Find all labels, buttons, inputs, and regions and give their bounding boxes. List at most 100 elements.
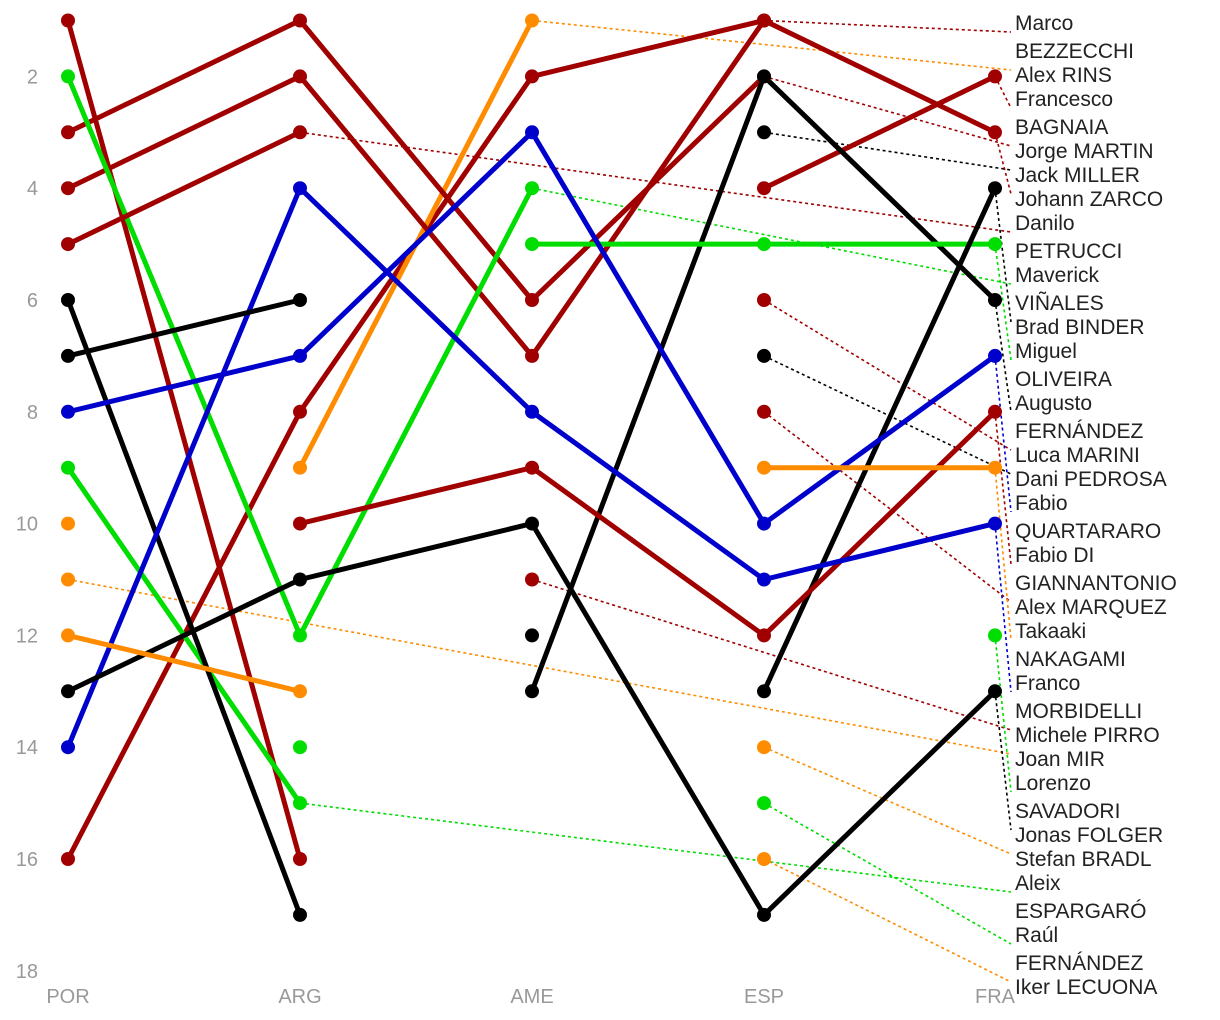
- series-label-line: Johann ZARCO: [1015, 188, 1163, 211]
- data-point: [61, 572, 75, 587]
- series-label-line: Michele PIRRO: [1015, 724, 1160, 747]
- series-label-line: Joan MIR: [1015, 748, 1105, 771]
- series-line-segment: [65, 18, 303, 862]
- label-leader: [763, 75, 1012, 147]
- series-label: Augusto FERNÁNDEZ: [1015, 392, 1144, 443]
- series-label-line: Jack MILLER: [1015, 164, 1140, 187]
- series-line-segment: [65, 297, 303, 918]
- data-point: [757, 237, 771, 252]
- series-label: Francesco BAGNAIA: [1015, 88, 1113, 139]
- series-label-line: FERNÁNDEZ: [1015, 952, 1144, 975]
- series-label-line: Brad BINDER: [1015, 316, 1145, 339]
- data-point: [61, 125, 75, 140]
- series-line-segment: [761, 18, 998, 135]
- series-lines: [65, 18, 998, 918]
- series-label-line: Fabio: [1015, 492, 1068, 515]
- series-label: Marco BEZZECCHI: [1015, 12, 1134, 63]
- series-label: Fabio QUARTARARO: [1015, 492, 1161, 543]
- data-point: [525, 181, 539, 196]
- x-tick-label: ESP: [744, 986, 784, 1008]
- series-label: Jorge MARTIN: [1015, 140, 1153, 163]
- label-leader: [531, 19, 1012, 71]
- series-label: Johann ZARCO: [1015, 188, 1163, 211]
- data-point: [525, 516, 539, 531]
- label-leader: [763, 746, 1012, 855]
- label-leader: [299, 802, 1012, 893]
- data-point: [525, 125, 539, 140]
- data-point: [61, 348, 75, 363]
- label-leader: [994, 355, 1012, 513]
- x-tick-label: ARG: [278, 986, 321, 1008]
- data-point: [293, 404, 307, 419]
- series-line-segment: [297, 521, 535, 582]
- series-label-line: Danilo: [1015, 212, 1075, 235]
- data-point: [525, 13, 539, 28]
- series-line-segment: [65, 129, 303, 247]
- series-label: Iker LECUONA: [1015, 976, 1157, 999]
- series-line-segment: [65, 185, 303, 750]
- series-label-line: Luca MARINI: [1015, 444, 1140, 467]
- data-point: [988, 404, 1002, 419]
- data-point: [988, 237, 1002, 252]
- series-label-line: Augusto: [1015, 392, 1092, 415]
- y-tick-label: 4: [27, 178, 38, 200]
- data-point: [988, 293, 1002, 307]
- y-tick-label: 2: [27, 66, 38, 88]
- series-label-line: Miguel: [1015, 340, 1077, 363]
- series-line-segment: [761, 353, 998, 527]
- label-leader: [994, 467, 1012, 641]
- series-label: Miguel OLIVEIRA: [1015, 340, 1112, 391]
- data-point: [525, 572, 539, 587]
- data-point: [988, 460, 1002, 475]
- series-label: Fabio DI GIANNANTONIO: [1015, 544, 1177, 595]
- data-point: [757, 181, 771, 196]
- data-point: [293, 460, 307, 475]
- series-label-line: OLIVEIRA: [1015, 368, 1112, 391]
- data-point: [293, 684, 307, 699]
- y-tick-label: 10: [16, 514, 38, 536]
- data-point: [293, 796, 307, 811]
- data-point: [757, 125, 771, 140]
- y-tick-label: 12: [16, 625, 38, 647]
- data-point: [293, 69, 307, 84]
- series-label-line: PETRUCCI: [1015, 240, 1122, 263]
- data-point: [61, 628, 75, 643]
- series-line-segment: [529, 18, 767, 359]
- data-point: [525, 293, 539, 307]
- label-leader: [531, 187, 1012, 285]
- series-line-segment: [297, 18, 535, 303]
- series-label-line: Dani PEDROSA: [1015, 468, 1167, 491]
- data-point: [988, 684, 1002, 699]
- series-label-line: Lorenzo: [1015, 772, 1091, 795]
- series-line-segment: [761, 409, 998, 638]
- data-point: [61, 293, 75, 307]
- series-line-segment: [761, 73, 998, 191]
- series-label-line: ESPARGARÓ: [1015, 900, 1146, 923]
- data-point: [61, 684, 75, 699]
- y-tick-label: 14: [16, 737, 38, 759]
- series-label-line: Maverick: [1015, 264, 1100, 287]
- label-leader: [763, 19, 1012, 33]
- series-line-segment: [761, 521, 998, 582]
- series-label: Joan MIR: [1015, 748, 1105, 771]
- data-point: [757, 460, 771, 475]
- series-line-segment: [761, 688, 998, 918]
- y-tick-label: 16: [16, 849, 38, 871]
- data-point: [525, 404, 539, 419]
- data-point: [757, 348, 771, 363]
- series-line-segment: [65, 577, 303, 694]
- data-point: [525, 684, 539, 699]
- series-line-segment: [529, 129, 767, 527]
- data-point: [293, 181, 307, 196]
- data-point: [988, 628, 1002, 643]
- label-leader: [994, 132, 1012, 195]
- data-point: [757, 516, 771, 531]
- data-point: [61, 69, 75, 84]
- series-label-line: BEZZECCHI: [1015, 40, 1134, 63]
- series-label-line: Iker LECUONA: [1015, 976, 1157, 999]
- data-point: [293, 125, 307, 140]
- series-label: Danilo PETRUCCI: [1015, 212, 1122, 263]
- label-leader: [994, 635, 1012, 793]
- data-point: [293, 852, 307, 866]
- series-label: Aleix ESPARGARÓ: [1015, 872, 1146, 923]
